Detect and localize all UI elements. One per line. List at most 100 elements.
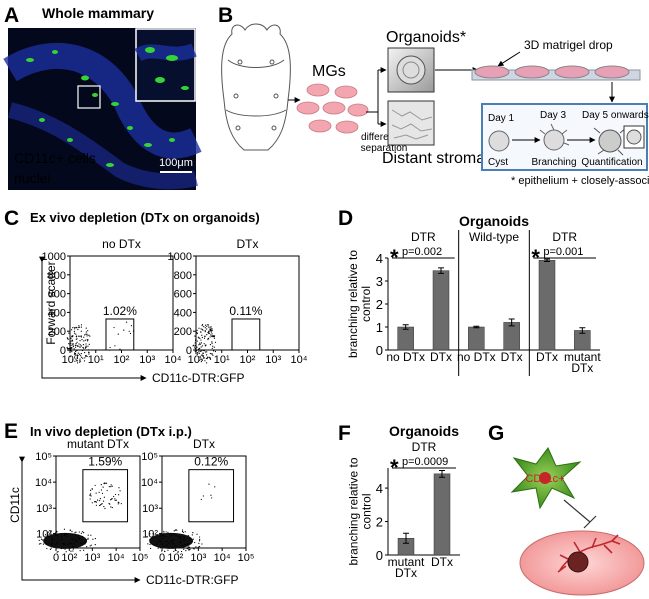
cell-texture (194, 347, 196, 350)
cell-texture (94, 543, 96, 546)
cell-texture (69, 529, 72, 531)
cell-texture (208, 332, 210, 334)
cell-texture (203, 337, 206, 339)
x-tick-label: 0 (53, 552, 59, 564)
panel-title: In vivo depletion (DTx i.p.) (30, 424, 192, 439)
cell-texture (75, 540, 77, 542)
cell-texture (207, 331, 209, 334)
cell-texture (152, 543, 155, 545)
cell-texture (80, 542, 82, 545)
cell-texture (161, 538, 163, 540)
cell-texture (210, 494, 212, 496)
cell-texture (200, 331, 202, 333)
cell-texture (209, 330, 211, 332)
significance-star: * (531, 245, 540, 270)
cell-texture (69, 346, 71, 349)
cell-texture (179, 538, 182, 540)
cell-texture (81, 543, 83, 545)
y-tick-label: 4 (376, 481, 383, 496)
cell-texture (198, 327, 200, 329)
cell-texture (159, 536, 161, 538)
cell-texture (184, 531, 186, 533)
cell-texture (66, 337, 68, 339)
cell-texture (73, 348, 75, 350)
cell-texture (60, 548, 62, 550)
cell-texture (66, 533, 68, 535)
y-tick-label: 2 (376, 297, 383, 312)
cell-texture (194, 339, 197, 342)
cell-texture (90, 534, 92, 536)
x-tick-label-box: mutant DTx (564, 352, 601, 374)
y-tick-label: 10⁵ (35, 451, 52, 463)
cell-texture (199, 342, 201, 344)
cell-texture (205, 357, 207, 359)
y-tick-label: 0 (186, 345, 192, 357)
cell-texture (51, 542, 53, 545)
cell-texture (70, 547, 72, 549)
cell-texture (198, 540, 201, 542)
cell-texture (149, 533, 151, 535)
x-tick-label-box: no DTx (386, 352, 425, 364)
cell-texture (82, 344, 85, 346)
cell-texture (80, 324, 83, 326)
p-value: p=0.0009 (402, 456, 448, 468)
cell-texture (204, 327, 206, 329)
plot-frame (161, 455, 247, 549)
cell-texture (79, 541, 82, 543)
cell-texture (57, 540, 59, 543)
x-tick-label: 10³ (265, 354, 281, 366)
plot-title: DTx (237, 237, 259, 251)
cell-texture (79, 335, 81, 337)
cell-texture (204, 360, 206, 362)
culture-timeline (481, 103, 648, 171)
plot-title: mutant DTx (67, 437, 129, 451)
cell-texture (90, 495, 92, 497)
cell-texture (149, 538, 151, 540)
cell-texture (81, 535, 83, 538)
cell-texture (100, 483, 102, 486)
y-tick-label: 10² (142, 528, 158, 540)
panel-letter: E (4, 420, 18, 443)
cell-texture (94, 537, 97, 540)
cell-texture (171, 533, 173, 535)
cell-texture (204, 329, 206, 332)
x-tick-label: 10³ (84, 552, 100, 564)
cell-texture (76, 327, 78, 329)
cell-texture (60, 537, 63, 539)
cell-texture (175, 529, 177, 531)
panel-letter: A (4, 4, 19, 27)
cell-texture (106, 489, 108, 492)
cell-texture (202, 495, 204, 497)
y-tick-label: 10³ (36, 503, 52, 515)
cell-texture (211, 347, 213, 350)
cell-texture (101, 503, 103, 505)
cell-texture (156, 542, 158, 544)
gate-label: 1.02% (103, 304, 137, 318)
cell-texture (78, 531, 80, 533)
cell-texture (86, 335, 88, 337)
y-axis-label-box: CD11c (9, 487, 22, 523)
cell-texture (66, 346, 68, 349)
cell-texture (179, 537, 182, 539)
cell-texture (70, 337, 72, 339)
y-axis-label-box: Forward scatter (45, 261, 58, 344)
cell-texture (85, 331, 87, 333)
x-tick-label: 10² (167, 552, 183, 564)
cell-label: CD11c+ (525, 473, 564, 485)
cell-texture (64, 533, 66, 535)
cell-texture (187, 535, 189, 537)
cell-texture (70, 329, 73, 331)
axis-arrows (39, 256, 147, 381)
cell-texture (194, 541, 196, 544)
cell-texture (74, 350, 77, 352)
cell-texture (168, 536, 170, 538)
cell-texture (80, 330, 82, 332)
cell-texture (77, 328, 79, 331)
cell-texture (103, 505, 105, 508)
cell-texture (177, 551, 179, 554)
significance-star: * (390, 455, 399, 480)
x-tick-label: no DTx (386, 352, 425, 364)
cell-texture (161, 543, 163, 546)
cell-texture (100, 489, 103, 491)
organoids-label: Organoids* (386, 29, 466, 46)
